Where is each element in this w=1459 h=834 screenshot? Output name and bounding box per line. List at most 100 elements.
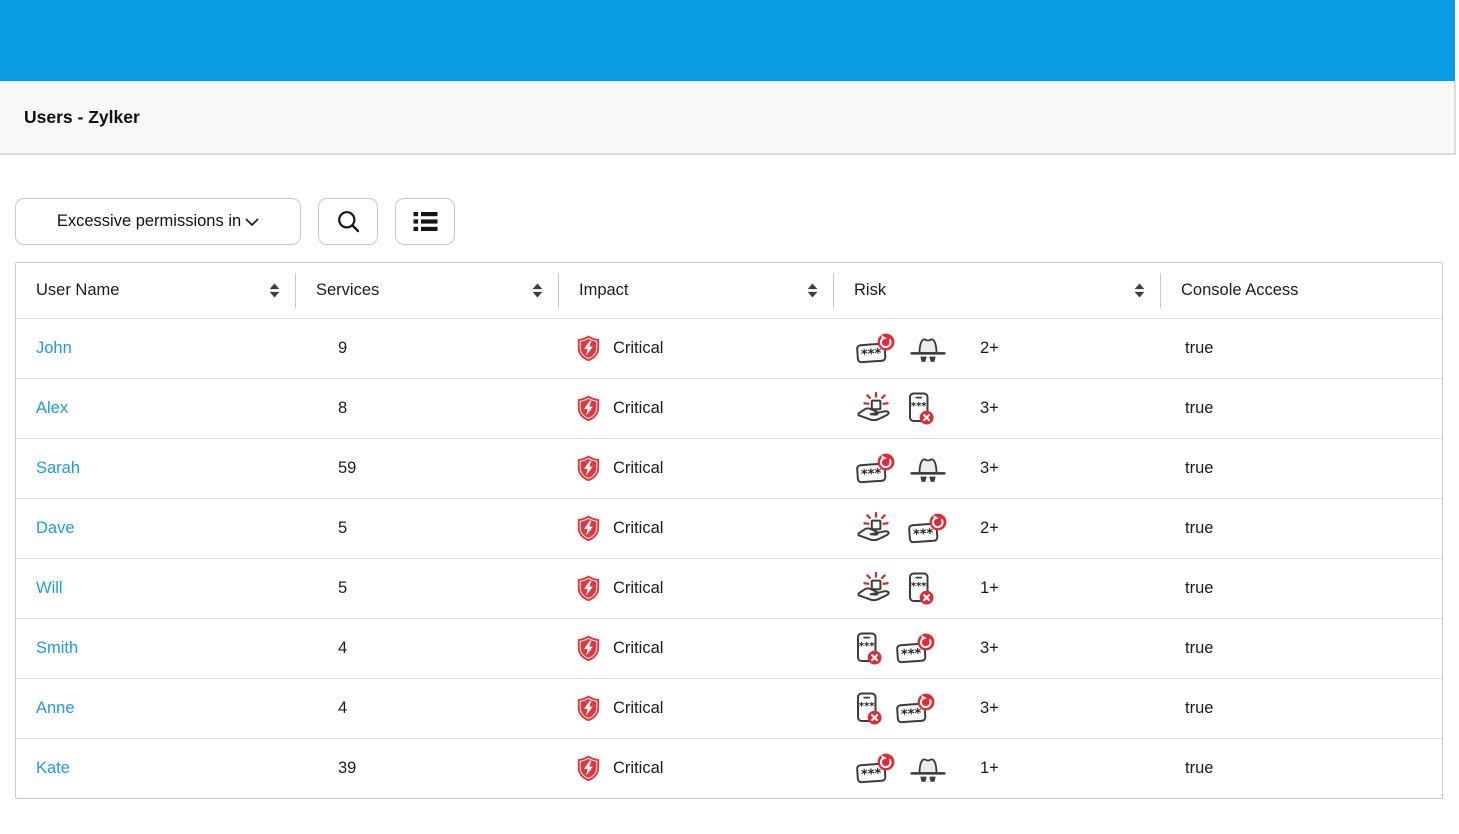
console-access-value: true: [1185, 699, 1214, 717]
user-name-link[interactable]: Sarah: [36, 459, 81, 477]
page-title-bar: Users - Zylker: [0, 81, 1456, 155]
table-row: Anne 4 Critical *** *** 3+ true: [16, 678, 1442, 738]
services-count: 5: [338, 519, 348, 537]
sort-arrows-icon: [1134, 283, 1145, 298]
filter-dropdown[interactable]: Excessive permissions in: [15, 198, 301, 245]
risk-count: 3+: [980, 459, 999, 477]
console-access-cell: true: [1161, 679, 1442, 738]
shield-bolt-icon: [577, 455, 600, 482]
services-cell: 8: [296, 379, 559, 438]
risk-count: 3+: [980, 399, 999, 417]
password-rotation-icon: ***: [896, 693, 936, 724]
sort-icon[interactable]: [1134, 283, 1145, 298]
services-cell: 4: [296, 679, 559, 738]
shield-bolt-icon: [577, 695, 600, 722]
impact-cell: Critical: [559, 739, 834, 798]
privileged-access-icon: [857, 391, 890, 421]
services-count: 9: [338, 339, 348, 357]
console-access-value: true: [1185, 339, 1214, 357]
sort-icon[interactable]: [532, 283, 543, 298]
user-name-link[interactable]: Kate: [36, 759, 70, 777]
shield-bolt-icon: [577, 515, 600, 542]
password-rotation-icon: ***: [856, 453, 895, 484]
column-header-impact[interactable]: Impact: [559, 263, 834, 318]
svg-text:***: ***: [913, 526, 935, 542]
risk-icons: *** ***: [856, 632, 970, 665]
risk-icons: ***: [856, 453, 970, 484]
mfa-disabled-icon: ***: [857, 692, 882, 725]
shield-bolt-icon: [577, 335, 600, 362]
user-name-link[interactable]: Smith: [36, 639, 79, 657]
risk-cell: *** 1+: [834, 559, 1161, 618]
mfa-disabled-icon: ***: [908, 572, 934, 605]
impact-label: Critical: [613, 399, 664, 417]
sort-icon[interactable]: [807, 283, 818, 298]
shield-bolt-icon: [577, 695, 600, 722]
console-access-value: true: [1185, 579, 1214, 597]
services-count: 59: [338, 459, 357, 477]
services-cell: 59: [296, 439, 559, 498]
impact-cell: Critical: [559, 319, 834, 378]
impact-cell: Critical: [559, 439, 834, 498]
risk-icons: ***: [856, 571, 970, 606]
column-header-label: Console Access: [1181, 281, 1299, 299]
risk-icons: ***: [856, 753, 970, 784]
risk-count: 3+: [980, 639, 999, 657]
console-access-cell: true: [1161, 319, 1442, 378]
column-header-label: User Name: [36, 281, 120, 299]
mfa-disabled-icon: ***: [857, 632, 882, 665]
column-header-risk[interactable]: Risk: [834, 263, 1161, 318]
privileged-access-icon: [857, 511, 890, 541]
users-table: User Name Services Impact Risk Console A…: [15, 262, 1443, 799]
incognito-user-icon: [910, 454, 946, 484]
table-body: John 9 Critical *** 2+ true Alex 8: [16, 318, 1442, 798]
column-header-services[interactable]: Services: [296, 263, 559, 318]
impact-cell: Critical: [559, 499, 834, 558]
search-icon: [336, 209, 361, 234]
svg-text:***: ***: [859, 701, 875, 712]
services-cell: 5: [296, 499, 559, 558]
services-count: 39: [338, 759, 357, 777]
page-title: Users - Zylker: [24, 106, 140, 127]
services-count: 8: [338, 399, 348, 417]
mfa-disabled-icon: ***: [856, 632, 882, 665]
impact-label: Critical: [613, 339, 664, 357]
user-name-link[interactable]: Dave: [36, 519, 75, 537]
privileged-access-icon: [856, 511, 894, 546]
user-name-cell: Sarah: [16, 439, 296, 498]
user-name-cell: Anne: [16, 679, 296, 738]
services-count: 4: [338, 699, 348, 717]
table-row: Kate 39 Critical *** 1+ true: [16, 738, 1442, 798]
user-name-link[interactable]: John: [36, 339, 72, 357]
svg-text:***: ***: [861, 466, 883, 482]
impact-label: Critical: [613, 459, 664, 477]
password-rotation-icon: ***: [908, 513, 948, 544]
shield-bolt-icon: [577, 755, 600, 782]
shield-bolt-icon: [577, 515, 600, 542]
column-header-label: Impact: [579, 281, 629, 299]
incognito-user-icon: [910, 757, 946, 782]
sort-icon[interactable]: [269, 283, 280, 298]
services-count: 5: [338, 579, 348, 597]
incognito-user-icon: [910, 337, 946, 362]
table-row: Dave 5 Critical ***: [16, 498, 1442, 558]
column-header-user-name[interactable]: User Name: [16, 263, 296, 318]
column-header-console-access[interactable]: Console Access: [1161, 263, 1442, 318]
table-row: John 9 Critical *** 2+ true: [16, 318, 1442, 378]
svg-text:***: ***: [911, 581, 927, 592]
user-name-link[interactable]: Alex: [36, 399, 69, 417]
svg-text:***: ***: [861, 346, 883, 362]
incognito-user-icon: [910, 334, 946, 364]
table-row: Alex 8 Critical *** 3+ true: [16, 378, 1442, 438]
impact-label: Critical: [613, 579, 664, 597]
sort-arrows-icon: [269, 283, 280, 298]
mfa-disabled-icon: ***: [909, 392, 934, 425]
list-view-button[interactable]: [395, 198, 455, 245]
filter-dropdown-value: Excessive permissions in: [56, 212, 242, 230]
risk-cell: *** *** 3+: [834, 679, 1161, 738]
user-name-link[interactable]: Anne: [36, 699, 75, 717]
search-button[interactable]: [318, 198, 378, 245]
privileged-access-icon: [857, 571, 890, 601]
user-name-link[interactable]: Will: [36, 579, 63, 597]
services-cell: 5: [296, 559, 559, 618]
